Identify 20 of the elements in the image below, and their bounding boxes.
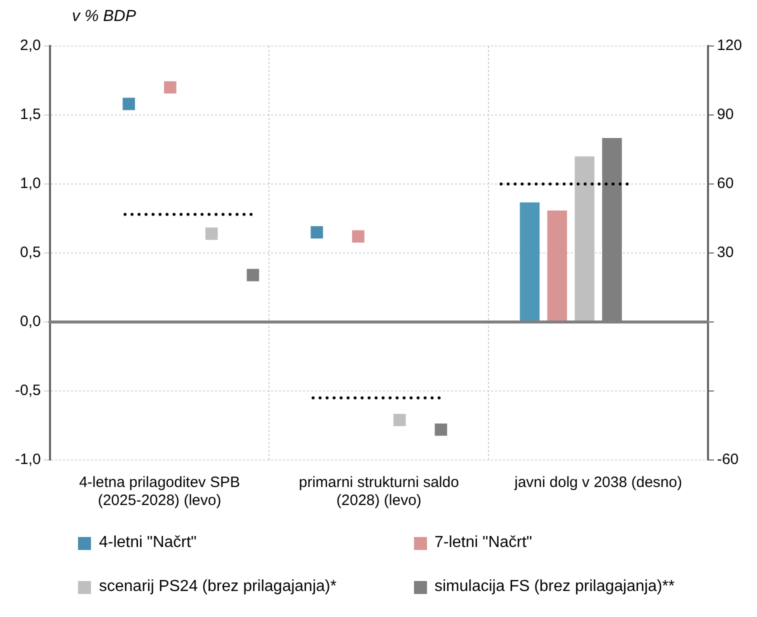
- y-tick-label: 0,5: [20, 244, 41, 262]
- y-tick-label: 1,0: [20, 175, 41, 192]
- legend-label: 7-letni "Načrt": [434, 534, 532, 552]
- y-tick-label: -1,0: [14, 451, 41, 468]
- y2-tick-label: 60: [716, 175, 734, 192]
- y-tick-label: 2,0: [20, 37, 41, 54]
- legend-label: scenarij PS24 (brez prilagajanja)*: [99, 578, 336, 596]
- y-tick-label: 0,0: [20, 313, 41, 330]
- x-tick-label: 4-letna prilagoditev SPB (2025-2028) (levo): [79, 474, 240, 510]
- legend-label: 4-letni "Načrt": [99, 534, 197, 552]
- y2-tick-label: -60: [716, 451, 739, 468]
- y-tick-label: 1,5: [20, 106, 41, 124]
- y2-tick-label: 30: [716, 244, 734, 262]
- x-tick-label: primarni strukturni saldo (2028) (levo): [298, 474, 459, 510]
- y2-tick-label: 120: [716, 37, 742, 54]
- y-tick-label: -0,5: [14, 382, 41, 400]
- y-axis-title: v % BDP: [71, 8, 138, 27]
- y2-tick-label: 90: [716, 106, 734, 124]
- legend-label: simulacija FS (brez prilagajanja)**: [434, 578, 675, 596]
- x-tick-label: javni dolg v 2038 (desno): [513, 474, 682, 492]
